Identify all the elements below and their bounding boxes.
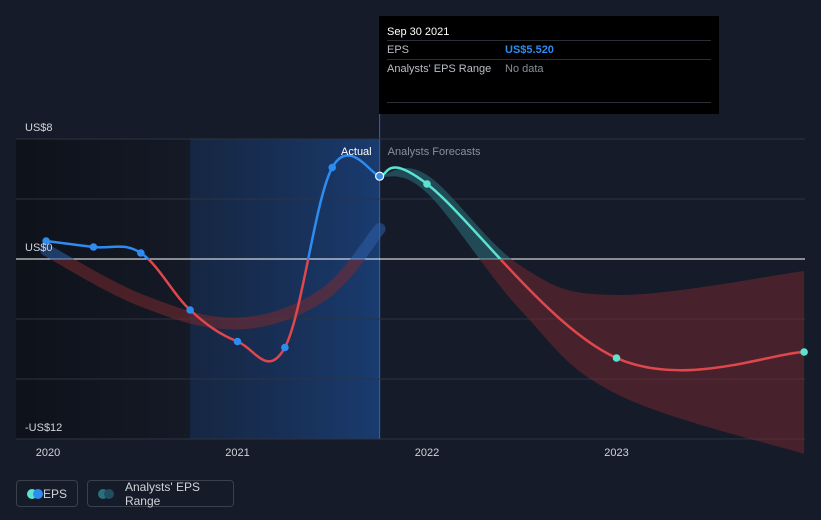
eps-forecast-line-negative (498, 259, 805, 372)
tooltip-range-value: No data (505, 63, 544, 75)
legend-eps-label: EPS (42, 486, 67, 501)
eps-forecast-point (423, 180, 431, 188)
y-tick-label: -US$12 (25, 422, 62, 434)
x-tick-label: 2020 (36, 447, 60, 459)
tooltip-eps-value: US$5.520 (505, 44, 554, 56)
past-shade (16, 139, 191, 439)
x-tick-label: 2023 (604, 447, 628, 459)
eps-actual-point (281, 343, 289, 352)
eps-actual-point (42, 237, 50, 245)
eps-actual-point (233, 337, 242, 346)
tooltip-row-eps: EPS US$5.520 (387, 40, 711, 59)
eps-chart: US$8 US$0 -US$12 2020 2021 2022 2023 Actual Anal… (16, 16, 808, 459)
tooltip-range-label: Analysts' EPS Range (387, 63, 492, 75)
x-tick-label: 2021 (225, 447, 249, 459)
eps-actual-point (137, 249, 145, 257)
tooltip-row-range: Analysts' EPS Range No data (387, 59, 711, 78)
highlight-region (190, 139, 380, 439)
eps-forecast-point (800, 348, 808, 356)
actual-label: Actual (341, 146, 372, 158)
eps-actual-point (89, 243, 98, 251)
range-swatch-icon (98, 488, 117, 499)
legend-range-label: Analysts' EPS Range (124, 479, 200, 508)
tooltip: Sep 30 2021 EPS US$5.520 Analysts' EPS R… (379, 16, 719, 114)
history-trail-negative (49, 259, 366, 330)
y-tick-label: US$0 (25, 242, 53, 254)
legend-item-eps[interactable]: EPS (16, 480, 78, 507)
eps-actual-line-positive (45, 154, 381, 259)
eps-swatch-icon (27, 488, 43, 499)
legend-item-range[interactable]: Analysts' EPS Range (87, 479, 234, 508)
eps-forecast-line-positive (379, 166, 502, 259)
tooltip-divider (387, 102, 711, 103)
eps-actual-point (375, 171, 385, 181)
eps-actual-point (328, 163, 337, 172)
eps-actual-point (186, 306, 194, 314)
y-tick-label: US$8 (25, 122, 53, 134)
range-band-negative (479, 259, 805, 454)
tooltip-date: Sep 30 2021 (387, 26, 450, 38)
forecast-label: Analysts Forecasts (388, 146, 481, 158)
x-tick-label: 2022 (415, 447, 439, 459)
tooltip-eps-label: EPS (387, 44, 410, 56)
eps-forecast-point (612, 354, 621, 362)
